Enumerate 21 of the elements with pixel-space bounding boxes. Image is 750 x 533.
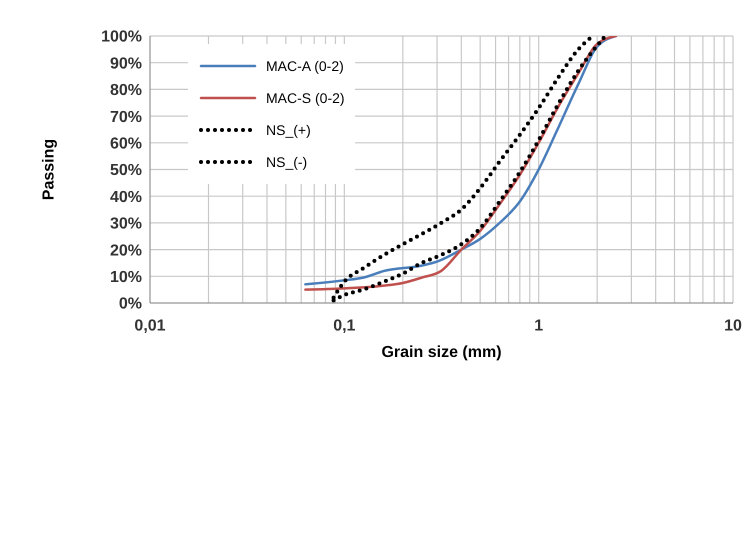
y-tick-label: 10% bbox=[110, 268, 142, 286]
y-tick-label: 100% bbox=[101, 28, 142, 46]
y-tick-label: 80% bbox=[110, 82, 142, 100]
legend-label: MAC-A (0-2) bbox=[266, 58, 344, 74]
x-tick-label: 10 bbox=[724, 317, 742, 334]
y-tick-label: 0% bbox=[118, 296, 142, 313]
y-tick-label: 30% bbox=[110, 216, 142, 233]
y-tick-label: 50% bbox=[110, 162, 142, 180]
legend-label: NS_(-) bbox=[266, 154, 308, 170]
x-axis-title: Grain size (mm) bbox=[381, 344, 502, 361]
x-tick-label: 0,1 bbox=[333, 317, 356, 334]
y-tick-label: 40% bbox=[110, 188, 142, 206]
x-tick-label: 0,01 bbox=[134, 317, 166, 334]
legend-label: NS_(+) bbox=[266, 122, 311, 138]
legend-label: MAC-S (0-2) bbox=[266, 90, 345, 106]
y-axis-title: Passing bbox=[40, 138, 58, 200]
y-tick-label: 60% bbox=[110, 135, 142, 152]
y-tick-label: 90% bbox=[110, 55, 142, 72]
y-tick-label: 20% bbox=[110, 242, 142, 260]
y-tick-label: 70% bbox=[110, 108, 142, 126]
x-tick-label: 1 bbox=[534, 317, 544, 334]
